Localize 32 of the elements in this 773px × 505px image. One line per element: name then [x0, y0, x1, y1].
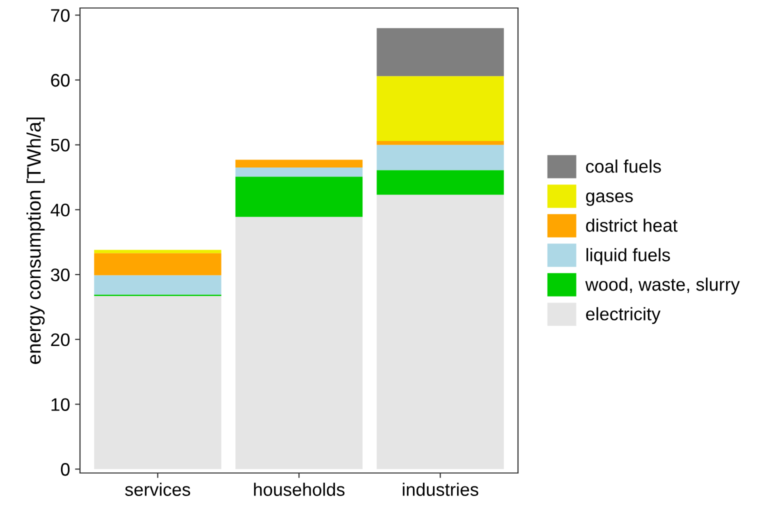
y-tick-label: 70	[51, 9, 70, 22]
bar	[94, 250, 222, 254]
y-tick-label: 50	[50, 138, 70, 152]
y-axis-title: energy consumption [TWh/a]	[26, 118, 45, 364]
y-tick-label: 20	[51, 333, 70, 346]
y-tick-label: 40	[50, 204, 70, 216]
bar	[376, 170, 504, 195]
legend-label: coal fuels	[586, 160, 661, 173]
bar	[235, 160, 363, 168]
bar	[376, 144, 504, 170]
y-tick-label: 60	[51, 74, 70, 87]
bar	[94, 275, 222, 295]
x-tick-label: services	[125, 482, 190, 496]
bar	[94, 296, 222, 470]
bar	[376, 140, 504, 145]
bar	[376, 28, 504, 76]
bar	[235, 176, 363, 217]
y-tick-label: 0	[60, 463, 70, 476]
legend-label: liquid fuels	[586, 248, 670, 265]
legend-label: district heat	[586, 218, 678, 232]
y-tick-label: 30	[50, 268, 70, 282]
bar	[376, 194, 504, 470]
y-tick-label: 10	[52, 398, 70, 411]
bar	[94, 253, 222, 276]
bar	[235, 168, 363, 177]
x-tick-label: households	[254, 482, 345, 496]
bar	[376, 76, 504, 141]
legend-label: wood, waste, slurry	[585, 278, 740, 294]
x-tick-label: industries	[402, 482, 478, 496]
legend-label: electricity	[586, 307, 661, 324]
bar	[235, 216, 363, 470]
legend-label: gases	[586, 192, 633, 206]
